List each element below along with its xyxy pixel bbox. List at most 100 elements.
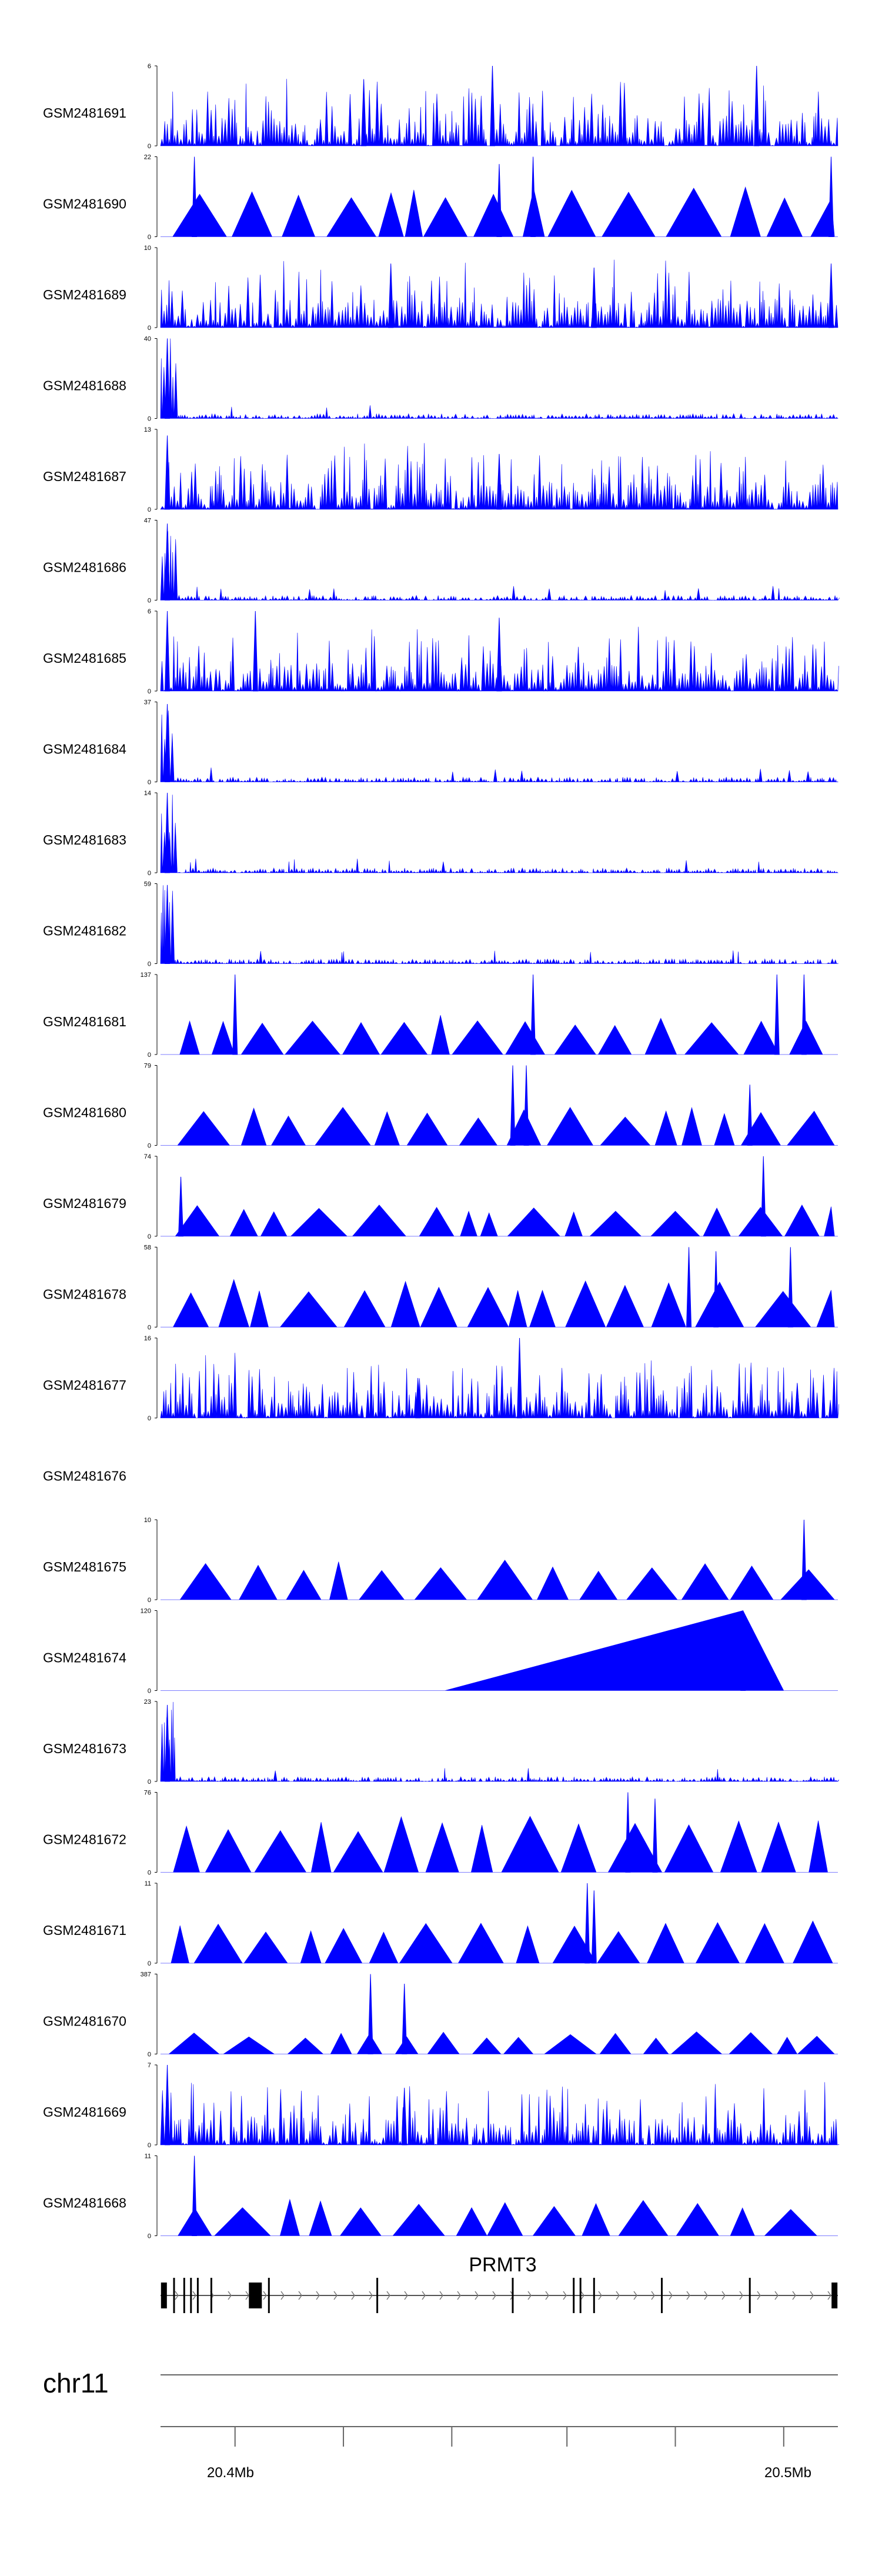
- strand-arrow: [280, 2291, 285, 2300]
- track-gsm2481677: GSM2481677 16 0: [43, 1335, 840, 1422]
- y-zero-label: 0: [148, 325, 151, 332]
- track-label: GSM2481674: [43, 1650, 126, 1666]
- peak-3: [828, 156, 834, 237]
- strand-arrow: [527, 2291, 532, 2300]
- track-label: GSM2481671: [43, 1923, 126, 1938]
- track-gsm2481691: GSM2481691 6 0: [43, 63, 838, 150]
- coverage-area: [161, 2031, 838, 2054]
- peak-0: [165, 792, 171, 873]
- y-max-label: 23: [144, 1699, 151, 1706]
- y-max-label: 37: [144, 699, 151, 706]
- track-label: GSM2481678: [43, 1287, 126, 1302]
- peak-0: [686, 1247, 692, 1327]
- y-zero-label: 0: [148, 2051, 151, 2058]
- track-label: GSM2481682: [43, 923, 126, 939]
- y-zero-label: 0: [148, 2233, 151, 2240]
- track-gsm2481687: GSM2481687 13 0: [43, 426, 838, 513]
- track-label: GSM2481685: [43, 650, 126, 666]
- track-gsm2481675: GSM2481675 10 0: [43, 1517, 838, 1604]
- strand-arrow: [580, 2291, 584, 2300]
- peak-1: [402, 1984, 407, 2054]
- track-label: GSM2481688: [43, 378, 126, 393]
- coverage-area: [161, 1560, 838, 1600]
- coverage-area: [161, 1015, 838, 1055]
- peak-0: [625, 1792, 631, 1873]
- track-gsm2481690: GSM2481690 22 0: [43, 154, 838, 241]
- track-label: GSM2481673: [43, 1741, 126, 1756]
- genome-axis: chr11 20.4Mb 20.5Mb: [43, 2368, 838, 2481]
- y-zero-label: 0: [148, 1960, 151, 1967]
- peak-2: [828, 263, 834, 328]
- y-max-label: 6: [148, 63, 151, 70]
- axis-ticks: [234, 2427, 784, 2447]
- exon: [593, 2278, 595, 2313]
- y-zero-label: 0: [148, 506, 151, 513]
- strand-arrow: [175, 2291, 179, 2300]
- coverage-area: [161, 1107, 838, 1146]
- coverage-area: [160, 885, 839, 965]
- y-zero-label: 0: [148, 688, 151, 695]
- track-label: GSM2481680: [43, 1105, 126, 1120]
- coverage-area: [160, 626, 839, 692]
- exon: [831, 2283, 838, 2308]
- peak-1: [591, 1890, 597, 1964]
- coverage-area: [160, 2082, 840, 2146]
- y-max-label: 6: [148, 608, 151, 615]
- track-label: GSM2481686: [43, 560, 126, 575]
- y-max-label: 59: [144, 881, 151, 888]
- strand-arrow: [598, 2291, 602, 2300]
- track-label: GSM2481677: [43, 1377, 126, 1393]
- peak-0: [165, 435, 171, 510]
- coverage-area: [160, 259, 838, 329]
- y-zero-label: 0: [148, 143, 151, 150]
- strand-arrow: [669, 2291, 673, 2300]
- exon: [579, 2278, 582, 2313]
- strand-arrow: [404, 2291, 408, 2300]
- y-max-label: 74: [144, 1153, 151, 1160]
- y-zero-label: 0: [148, 1233, 151, 1240]
- coverage-area: [160, 79, 838, 147]
- y-max-label: 16: [144, 1335, 151, 1342]
- exon: [190, 2278, 192, 2313]
- y-max-label: 10: [144, 245, 151, 252]
- peak-0: [361, 79, 367, 146]
- strand-arrow: [351, 2291, 355, 2300]
- y-max-label: 14: [144, 790, 151, 797]
- peak-0: [388, 263, 394, 328]
- coverage-tracks: GSM248169160GSM2481690220GSM2481689100GS…: [43, 63, 840, 2240]
- track-label: GSM2481672: [43, 1832, 126, 1847]
- track-gsm2481680: GSM2481680 79 0: [43, 1063, 838, 1150]
- peak-0: [165, 338, 171, 419]
- peak-1: [489, 65, 495, 146]
- strand-arrow: [369, 2291, 373, 2300]
- strand-arrow: [616, 2291, 620, 2300]
- peak-1: [402, 2087, 407, 2145]
- track-gsm2481673: GSM2481673 23 0: [43, 1699, 840, 1786]
- exon: [512, 2278, 514, 2313]
- track-gsm2481678: GSM2481678 58 0: [43, 1244, 838, 1332]
- track-gsm2481679: GSM2481679 74 0: [43, 1153, 838, 1240]
- exon: [249, 2283, 262, 2308]
- y-max-label: 47: [144, 518, 151, 525]
- coverage-area: [161, 1610, 838, 1691]
- strand-arrow: [721, 2291, 726, 2300]
- peak-2: [794, 1383, 800, 1419]
- strand-arrow: [563, 2291, 567, 2300]
- strand-arrow: [651, 2291, 655, 2300]
- track-gsm2481672: GSM2481672 76 0: [43, 1790, 838, 1877]
- peak-1: [652, 1798, 658, 1873]
- peak-3: [801, 974, 807, 1055]
- peak-2: [787, 1247, 793, 1327]
- tick-label-20-4mb: 20.4Mb: [207, 2465, 254, 2481]
- y-max-label: 79: [144, 1063, 151, 1070]
- coverage-area: [161, 1816, 838, 1873]
- peak-1: [760, 1156, 766, 1237]
- y-zero-label: 0: [148, 2142, 151, 2149]
- peak-1: [591, 267, 597, 328]
- y-max-label: 11: [145, 2153, 151, 2160]
- track-label: GSM2481668: [43, 2195, 126, 2211]
- strand-arrow: [333, 2291, 338, 2300]
- exon: [196, 2278, 199, 2313]
- peak-2: [496, 618, 502, 692]
- peak-0: [415, 1377, 421, 1419]
